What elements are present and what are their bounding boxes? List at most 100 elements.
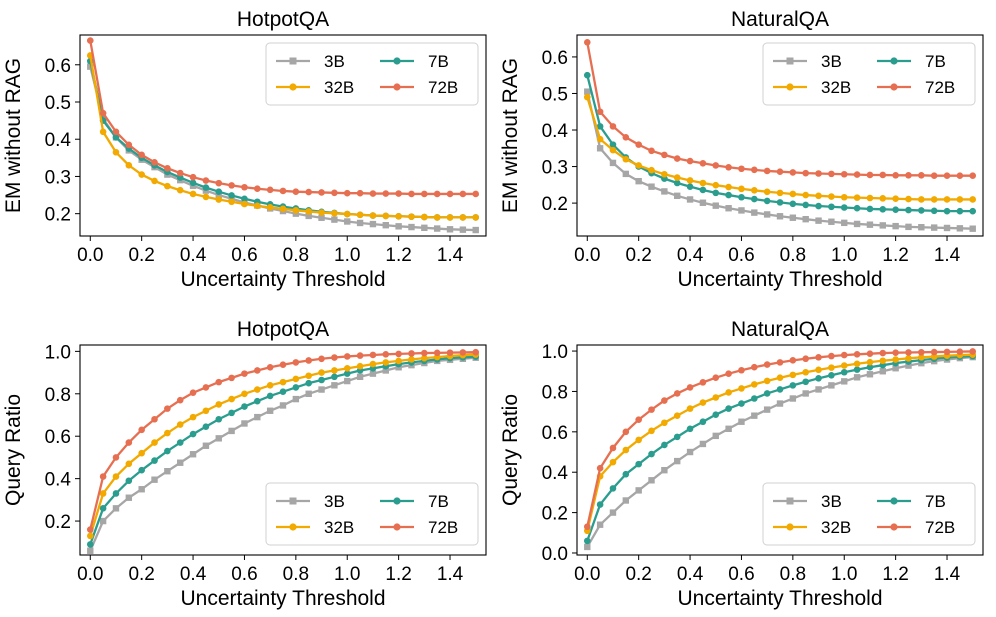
data-point-3B xyxy=(776,213,784,220)
data-point-3B xyxy=(382,222,389,229)
data-point-3B xyxy=(918,224,925,231)
subplot-2: NaturalQA 0.0 0.2 0.4 0.6 0.8 1.0 1.2 1.4 0.2 0.3 0… xyxy=(499,8,984,291)
data-point-3B xyxy=(331,216,338,223)
y-tick-label: 0.3 xyxy=(542,158,568,179)
data-point-32B xyxy=(395,212,402,220)
data-point-7B xyxy=(776,199,784,206)
data-point-3B xyxy=(943,224,951,232)
axes-frame xyxy=(79,34,487,237)
data-point-7B xyxy=(609,141,617,148)
data-point-72B xyxy=(176,169,184,177)
x-tick-label: 0.2 xyxy=(128,245,154,266)
data-point-3B xyxy=(763,406,771,413)
data-point-32B xyxy=(202,193,210,201)
data-point-7B xyxy=(969,207,977,215)
y-tick-label: 0.6 xyxy=(45,56,71,77)
data-point-72B xyxy=(751,363,758,371)
data-point-32B xyxy=(112,148,120,156)
data-point-32B xyxy=(266,382,274,389)
x-tick-label: 0.6 xyxy=(728,245,754,266)
series-32B xyxy=(86,351,480,540)
data-point-3B xyxy=(905,223,912,231)
data-point-72B xyxy=(802,169,809,177)
y-tick-label: 0.6 xyxy=(45,427,71,448)
x-tick-label: 1.2 xyxy=(882,245,908,266)
data-point-32B xyxy=(215,401,223,408)
legend-label: 7B xyxy=(925,492,946,511)
data-point-7B xyxy=(866,363,874,371)
y-tick-label: 0.2 xyxy=(542,194,568,215)
data-point-32B xyxy=(738,385,745,392)
data-point-32B xyxy=(725,183,732,191)
data-point-7B xyxy=(853,204,861,212)
data-point-32B xyxy=(802,368,809,376)
data-point-7B xyxy=(86,541,94,548)
data-point-72B xyxy=(215,378,223,386)
x-axis-label: Uncertainty Threshold xyxy=(180,587,385,610)
subplot-1: HotpotQA 0.0 0.2 0.4 0.6 0.8 1.0 1.2 1.4 0.2 0.3 0.… xyxy=(2,8,487,291)
data-point-32B xyxy=(241,390,248,398)
y-tick-label: 0.2 xyxy=(45,512,71,533)
data-point-32B xyxy=(712,181,720,189)
data-point-32B xyxy=(369,360,377,368)
data-point-32B xyxy=(215,196,223,203)
series-32B xyxy=(86,52,480,221)
legend-marker xyxy=(890,523,898,531)
subplot-3: HotpotQA 0.0 0.2 0.4 0.6 0.8 1.0 1.2 1.4 0.2 0.4 0.… xyxy=(2,318,487,610)
data-point-32B xyxy=(433,214,441,221)
legend-entry-32B: 32B xyxy=(276,78,354,97)
legend-marker xyxy=(786,83,794,91)
data-point-32B xyxy=(776,374,784,382)
data-point-32B xyxy=(892,356,899,363)
legend-box xyxy=(762,482,976,546)
data-point-32B xyxy=(99,490,107,497)
chart-title: NaturalQA xyxy=(731,8,829,31)
data-point-3B xyxy=(87,63,94,70)
data-point-32B xyxy=(292,375,300,383)
data-point-72B xyxy=(828,170,835,178)
data-point-72B xyxy=(446,190,454,198)
data-point-32B xyxy=(725,389,732,396)
data-point-72B xyxy=(421,349,428,357)
data-point-3B xyxy=(686,448,694,456)
data-point-72B xyxy=(930,348,938,356)
data-point-72B xyxy=(164,164,171,172)
data-point-32B xyxy=(228,198,235,206)
data-point-7B xyxy=(331,373,338,381)
data-point-32B xyxy=(943,196,951,203)
data-point-72B xyxy=(305,357,312,364)
data-point-7B xyxy=(583,537,591,545)
data-point-7B xyxy=(164,447,171,455)
data-point-3B xyxy=(266,407,274,414)
data-point-3B xyxy=(138,486,145,493)
data-point-32B xyxy=(661,170,668,178)
data-point-72B xyxy=(382,190,390,197)
data-point-72B xyxy=(395,190,402,197)
data-point-72B xyxy=(738,165,745,173)
data-point-72B xyxy=(176,396,184,404)
data-point-7B xyxy=(776,386,784,393)
data-point-7B xyxy=(151,457,158,464)
data-point-72B xyxy=(215,179,223,187)
y-tick-label: 0.4 xyxy=(542,121,569,142)
x-tick-label: 0.0 xyxy=(574,564,600,585)
data-point-72B xyxy=(254,367,261,374)
data-point-3B xyxy=(828,218,835,225)
data-point-3B xyxy=(815,217,822,224)
data-point-3B xyxy=(459,226,467,233)
data-point-3B xyxy=(584,88,591,95)
data-point-32B xyxy=(789,190,797,198)
legend-box xyxy=(265,482,479,546)
data-point-32B xyxy=(472,214,480,221)
data-point-72B xyxy=(472,190,480,198)
data-point-7B xyxy=(648,450,655,458)
legend-marker xyxy=(393,497,401,505)
data-point-72B xyxy=(279,361,287,369)
data-point-72B xyxy=(699,379,707,386)
data-point-7B xyxy=(763,390,771,397)
data-point-3B xyxy=(828,382,835,389)
data-point-72B xyxy=(241,183,248,191)
data-point-72B xyxy=(956,172,964,179)
legend-marker xyxy=(289,497,297,505)
